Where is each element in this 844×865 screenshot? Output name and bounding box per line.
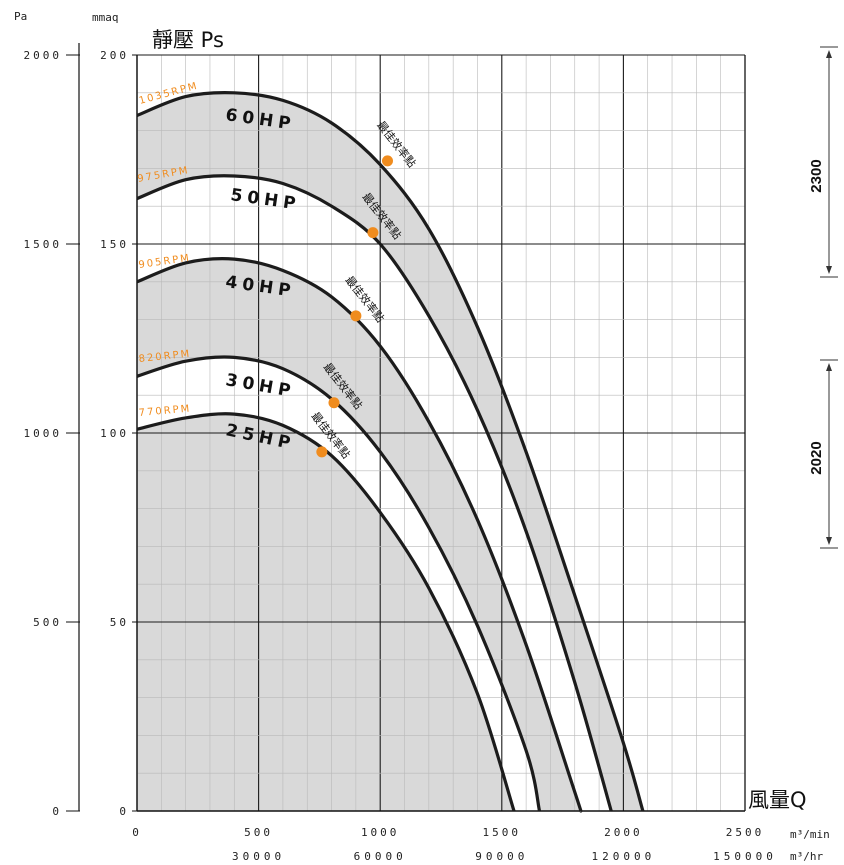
y-tick-pa: 1500	[24, 238, 63, 251]
x-axis-title: 風量Q	[748, 788, 807, 812]
x-tick-hr: 90000	[475, 850, 528, 863]
x-tick-hr: 30000	[232, 850, 285, 863]
x-tick-min: 2000	[604, 826, 643, 839]
rpm-label-820rpm: 820RPM	[138, 349, 192, 365]
y-unit-pa: Pa	[14, 10, 27, 23]
y-tick-mmaq: 50	[110, 616, 129, 629]
x-tick-min: 2500	[726, 826, 765, 839]
curve-25hp	[136, 412, 516, 812]
x-tick-hr: 150000	[713, 850, 777, 863]
x-tick-min: 1000	[361, 826, 400, 839]
curve-30hp	[136, 355, 542, 812]
y-tick-pa: 1000	[24, 427, 63, 440]
hp-label-50hp: 50HP	[229, 185, 301, 215]
bep-marker-60hp	[381, 155, 393, 167]
y-tick-mmaq: 200	[100, 49, 129, 62]
dimension-2300-label: 2300	[808, 159, 825, 192]
x-tick-min: 500	[244, 826, 273, 839]
x-unit-hr: m³/hr	[790, 850, 823, 863]
performance-curves	[136, 91, 645, 813]
y-tick-pa: 500	[33, 616, 62, 629]
x-tick-hr: 60000	[354, 850, 407, 863]
y-tick-mmaq: 0	[119, 805, 129, 818]
shade-30hp-40hp	[137, 258, 581, 811]
curve-60hp	[136, 91, 645, 812]
bep-label-60hp: 最佳效率點	[374, 118, 419, 170]
dimension-2020: 2020	[808, 359, 838, 549]
y-tick-pa: 2000	[24, 49, 63, 62]
dimension-2300: 2300	[808, 46, 838, 278]
grid-lines	[136, 54, 746, 812]
shaded-bands	[137, 92, 643, 812]
y-tick-pa: 0	[52, 805, 62, 818]
bep-marker-30hp	[328, 397, 340, 409]
y-unit-mmaq: mmaq	[92, 11, 119, 24]
x-tick-min: 1500	[483, 826, 522, 839]
shade-below-25hp	[137, 413, 514, 811]
dimension-2020-label: 2020	[808, 441, 825, 474]
curve-50hp	[136, 174, 613, 812]
x-unit-min: m³/min	[790, 828, 830, 841]
bep-marker-40hp	[350, 310, 362, 322]
y-tick-mmaq: 100	[100, 427, 129, 440]
x-tick-hr: 120000	[592, 850, 656, 863]
y-tick-mmaq: 150	[100, 238, 129, 251]
rpm-label-770rpm: 770RPM	[138, 403, 191, 419]
bep-marker-25hp	[316, 446, 328, 458]
hp-label-30hp: 30HP	[224, 370, 297, 402]
bep-marker-50hp	[367, 227, 379, 239]
y-axis-title: 靜壓 Ps	[152, 28, 224, 52]
curve-40hp	[136, 257, 583, 813]
x-tick-min: 0	[132, 826, 142, 839]
